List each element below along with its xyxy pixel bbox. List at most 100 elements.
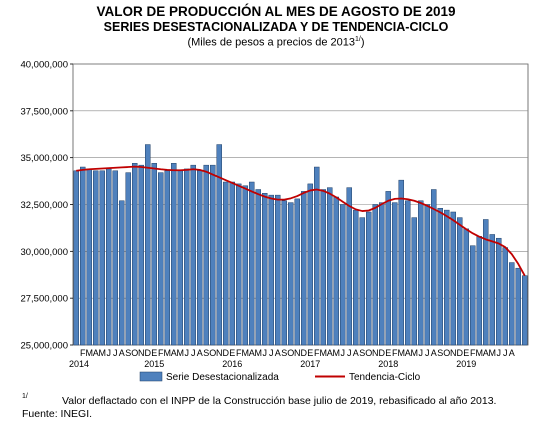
- bar: [333, 196, 339, 346]
- bar: [86, 168, 92, 346]
- source-text: Fuente: INEGI.: [22, 408, 93, 420]
- x-month-label: M: [164, 348, 172, 358]
- x-month-label: S: [125, 348, 131, 358]
- x-month-label: M: [242, 348, 250, 358]
- bar: [418, 200, 424, 346]
- bar: [288, 202, 294, 346]
- bar: [216, 144, 222, 346]
- x-month-label: F: [392, 348, 398, 358]
- bar: [372, 204, 378, 346]
- legend: Serie Desestacionalizada Tendencia-Ciclo: [139, 371, 421, 383]
- x-month-label: D: [145, 348, 152, 358]
- y-tick-label: 32,500,000: [20, 200, 68, 211]
- x-month-label: J: [107, 348, 112, 358]
- bar: [80, 166, 86, 346]
- x-month-label: M: [489, 348, 497, 358]
- x-year-label: 2014: [69, 359, 89, 369]
- x-month-label: N: [216, 348, 223, 358]
- x-month-label: A: [405, 348, 411, 358]
- x-month-label: M: [177, 348, 185, 358]
- x-month-label: A: [275, 348, 281, 358]
- x-month-label: M: [320, 348, 328, 358]
- bar: [151, 163, 157, 346]
- bar: [320, 189, 326, 346]
- x-month-label: J: [113, 348, 118, 358]
- bar: [392, 202, 398, 346]
- bar: [340, 204, 346, 346]
- x-month-label: M: [99, 348, 107, 358]
- x-month-label: O: [209, 348, 216, 358]
- x-month-label: D: [457, 348, 464, 358]
- units-close: ): [360, 36, 365, 49]
- bar: [437, 207, 443, 346]
- x-month-label: J: [269, 348, 274, 358]
- bar: [515, 267, 521, 346]
- bar: [522, 275, 528, 346]
- legend-bar-swatch: [139, 371, 163, 382]
- legend-bar-label: Serie Desestacionalizada: [166, 372, 279, 383]
- x-year-label: 2016: [222, 359, 242, 369]
- x-month-label: A: [431, 348, 437, 358]
- bar: [431, 189, 437, 346]
- bar: [301, 191, 307, 346]
- bar: [405, 200, 411, 346]
- bar: [385, 191, 391, 346]
- x-month-label: M: [476, 348, 484, 358]
- bar: [379, 202, 385, 346]
- x-year-label: 2015: [144, 359, 164, 369]
- footnote-text: Valor deflactado con el INPP de la Const…: [62, 395, 497, 407]
- x-month-label: J: [341, 348, 346, 358]
- bar: [457, 217, 463, 346]
- bar: [125, 172, 131, 346]
- x-month-label: S: [281, 348, 287, 358]
- x-month-label: O: [365, 348, 372, 358]
- bar: [268, 194, 274, 346]
- bar: [132, 163, 138, 346]
- x-month-label: S: [359, 348, 365, 358]
- x-month-label: E: [229, 348, 235, 358]
- bar: [470, 245, 476, 346]
- bar: [496, 237, 502, 346]
- chart-subtitle: SERIES DESESTACIONALIZADA Y DE TENDENCIA…: [103, 20, 449, 34]
- trend-line-group: [76, 165, 526, 277]
- x-month-label: O: [443, 348, 450, 358]
- x-month-label: A: [119, 348, 125, 358]
- bar: [119, 200, 125, 346]
- bar: [99, 170, 105, 346]
- x-month-label: M: [398, 348, 406, 358]
- x-month-label: F: [158, 348, 164, 358]
- units-text: (Miles de pesos a precios de 2013: [187, 36, 356, 49]
- x-month-label: F: [236, 348, 242, 358]
- footnote-mark-text: 1/: [22, 393, 28, 400]
- bar: [138, 164, 144, 346]
- x-month-label: F: [470, 348, 476, 358]
- bar: [158, 172, 164, 346]
- legend-line-label: Tendencia-Ciclo: [349, 372, 421, 383]
- bar: [210, 164, 216, 346]
- bar: [164, 170, 170, 346]
- x-month-label: A: [249, 348, 255, 358]
- x-year-label: 2017: [300, 359, 320, 369]
- bar: [411, 217, 417, 346]
- x-month-label: S: [437, 348, 443, 358]
- x-month-label: A: [171, 348, 177, 358]
- x-month-label: O: [131, 348, 138, 358]
- bar: [203, 164, 209, 346]
- chart-units: (Miles de pesos a precios de 20131/): [0, 36, 552, 49]
- y-tick-label: 27,500,000: [20, 294, 68, 305]
- x-month-label: J: [497, 348, 502, 358]
- x-month-label: M: [255, 348, 263, 358]
- x-month-label: M: [411, 348, 419, 358]
- bar: [229, 181, 235, 346]
- bar: [489, 234, 495, 346]
- y-axis: 25,000,000 27,500,000 30,000,000 32,500,000…: [20, 60, 73, 352]
- bar: [112, 170, 118, 346]
- bar: [502, 247, 508, 346]
- y-tick-label: 35,000,000: [20, 153, 68, 164]
- x-month-label: J: [185, 348, 190, 358]
- bar: [145, 144, 151, 346]
- x-month-label: D: [301, 348, 308, 358]
- y-tick-label: 40,000,000: [20, 60, 68, 71]
- bar: [73, 170, 79, 346]
